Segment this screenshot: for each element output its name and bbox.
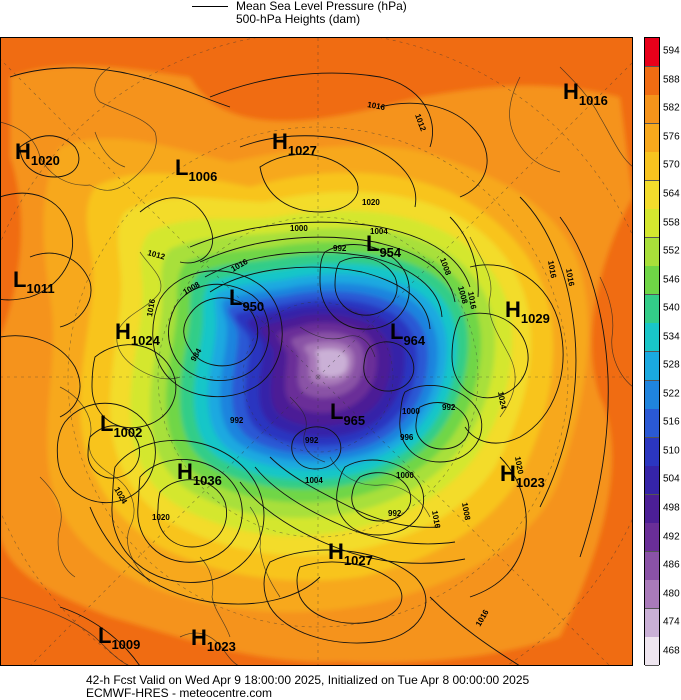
colorbar-segment: [645, 266, 659, 296]
colorbar-segment: [645, 494, 659, 524]
colorbar-label: 510: [663, 445, 680, 457]
isobar-label: 1016: [430, 510, 442, 530]
pressure-system: L1002: [100, 411, 142, 440]
weather-map: 1016 1012 1020 1004 1008 1008 1000 992 1…: [0, 37, 633, 666]
colorbar-label: 504: [663, 473, 680, 485]
isobar-label: 992: [388, 509, 402, 518]
isobar-label: 1000: [396, 471, 414, 480]
isobar-label: 1016: [564, 268, 576, 288]
colorbar-segment: [645, 66, 659, 96]
colorbar-label: 522: [663, 388, 680, 400]
colorbar-segment: [645, 38, 659, 68]
colorbar-label: 546: [663, 274, 680, 286]
colorbar-label: 480: [663, 588, 680, 600]
colorbar-label: 564: [663, 188, 680, 200]
colorbar-segment: [645, 323, 659, 353]
colorbar-segment: [645, 466, 659, 496]
colorbar-segment: [645, 237, 659, 267]
colorbar-segment: [645, 95, 659, 125]
isobar-label: 1000: [402, 407, 420, 416]
isobar-label: 1020: [152, 513, 170, 522]
forecast-valid-caption: 42-h Fcst Valid on Wed Apr 9 18:00:00 20…: [86, 673, 530, 687]
legend-heights-label: 500-hPa Heights (dam): [236, 12, 361, 26]
colorbar-label: 468: [663, 645, 680, 657]
colorbar-label: 582: [663, 102, 680, 114]
isobar-label: 1016: [145, 298, 157, 318]
pressure-system: H1023: [500, 461, 545, 490]
pressure-system: L950: [229, 285, 264, 314]
pressure-system: H1023: [191, 625, 236, 654]
colorbar-segment: [645, 380, 659, 410]
pressure-system: H1020: [15, 139, 60, 168]
isobar-line-sample: [192, 6, 228, 7]
pressure-system: L965: [330, 399, 365, 428]
colorbar-label: 486: [663, 559, 680, 571]
pressure-system: L954: [366, 231, 402, 260]
coastlines: [0, 66, 633, 666]
isobar-label: 1024: [496, 391, 508, 411]
colorbar-segment: [645, 180, 659, 210]
isobar-label: 1008: [460, 502, 472, 522]
colorbar-label: 576: [663, 131, 680, 143]
colorbar-label: 594: [663, 45, 680, 57]
isobar-label: 1004: [305, 476, 323, 485]
pressure-system: H1024: [115, 319, 161, 348]
isobars: [0, 67, 609, 666]
isobar-label: 992: [305, 436, 319, 445]
colorbar-segment: [645, 551, 659, 581]
pressure-system: L1011: [13, 267, 55, 296]
isobar-label: 1016: [466, 291, 478, 311]
pressure-system: L964: [390, 319, 426, 348]
isobar-label: 992: [333, 244, 347, 253]
colorbar-segment: [645, 523, 659, 553]
map-legend: Mean Sea Level Pressure (hPa) 500-hPa He…: [190, 0, 490, 32]
colorbar-segment: [645, 608, 659, 638]
colorbar-segment: [645, 209, 659, 239]
colorbar-segment: [645, 152, 659, 182]
isobar-label: 1000: [290, 224, 308, 233]
colorbar-label: 528: [663, 359, 680, 371]
colorbar-label: 588: [663, 74, 680, 86]
colorbar-label: 552: [663, 245, 680, 257]
colorbar-segment: [645, 437, 659, 467]
isobar-label: 1016: [546, 260, 558, 280]
colorbar-segment: [645, 123, 659, 153]
isobar-label: 1016: [367, 100, 387, 112]
pressure-system: L1009: [98, 623, 140, 652]
colorbar-label: 474: [663, 616, 680, 628]
colorbar-label: 558: [663, 217, 680, 229]
pressure-system: H1027: [328, 539, 373, 568]
pressure-system: H1016: [563, 79, 608, 108]
colorbar-labels: 594 588 582 576 570 564 558 552 546 540 534 528 522 5…: [663, 37, 681, 665]
height-field-474: [315, 349, 348, 377]
colorbar-label: 498: [663, 502, 680, 514]
colorbar-segment: [645, 409, 659, 439]
colorbar-label: 570: [663, 159, 680, 171]
isobar-label: 1020: [513, 456, 525, 476]
colorbar-label: 534: [663, 331, 680, 343]
colorbar-segment: [645, 352, 659, 382]
pressure-system: H1029: [505, 297, 550, 326]
colorbar-segment: [645, 294, 659, 324]
pressure-system: L1006: [175, 155, 217, 184]
height-colorbar: [644, 37, 660, 667]
colorbar-label: 516: [663, 416, 680, 428]
latitude-longitude-grid: [0, 37, 633, 666]
isobar-label: 1020: [362, 198, 380, 207]
isobar-label: 996: [400, 433, 414, 442]
pressure-system: H1027: [272, 129, 317, 158]
isobar-label: 992: [442, 403, 456, 412]
legend-mslp-label: Mean Sea Level Pressure (hPa): [236, 0, 407, 13]
isobar-label: 1004: [370, 227, 388, 236]
colorbar-label: 540: [663, 302, 680, 314]
colorbar-label: 492: [663, 531, 680, 543]
colorbar-segment: [645, 580, 659, 610]
model-source-caption: ECMWF-HRES - meteocentre.com: [86, 686, 273, 700]
pressure-system: H1036: [177, 459, 222, 488]
isobar-label: 992: [230, 416, 244, 425]
colorbar-segment: [645, 637, 659, 667]
pressure-systems: H1020 L1006 H1027 H1016 L954 L1011 L950 …: [13, 79, 608, 654]
